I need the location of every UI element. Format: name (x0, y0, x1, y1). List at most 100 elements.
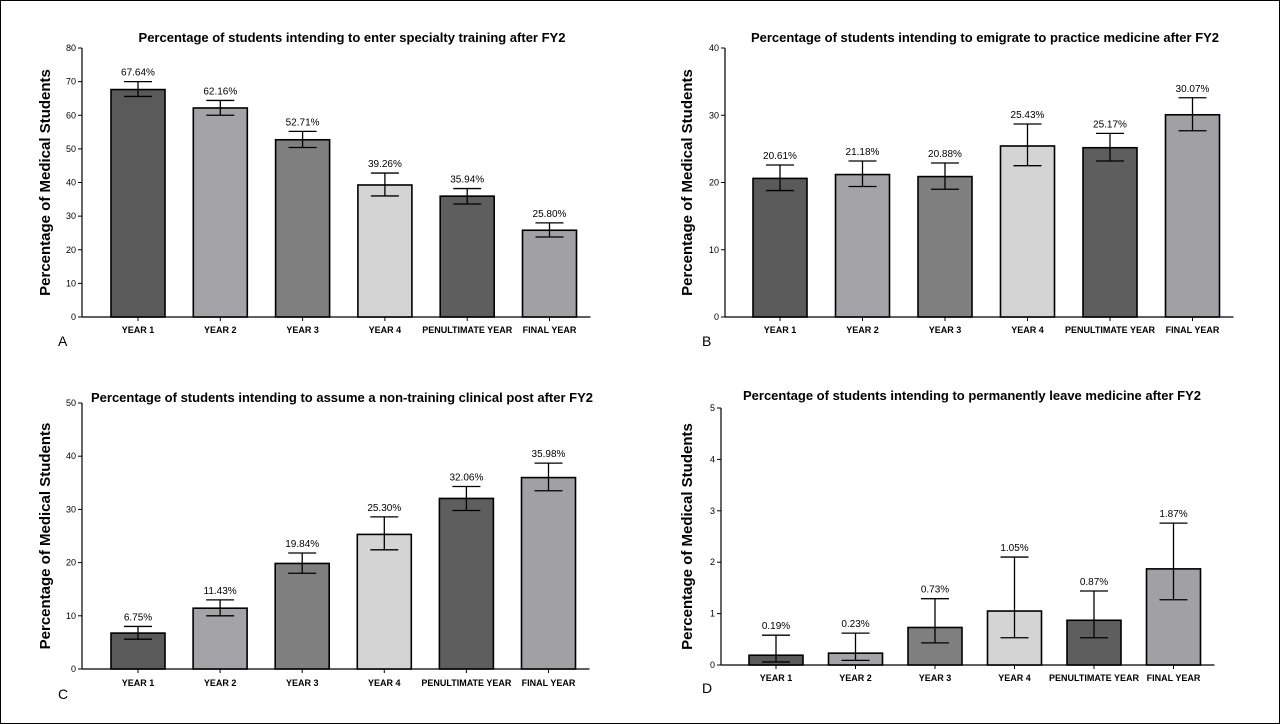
x-tick-label: YEAR 1 (760, 673, 793, 683)
data-label-6: 25.80% (533, 209, 567, 220)
y-tick-label: 10 (66, 611, 76, 621)
x-tick-label: YEAR 1 (122, 678, 155, 688)
data-label-2: 11.43% (204, 586, 237, 597)
data-label-6: 35.98% (532, 449, 566, 460)
chart-title: Percentage of students intending to assu… (91, 390, 593, 405)
x-tick-label: YEAR 4 (368, 678, 401, 688)
y-tick-label: 0 (710, 660, 715, 670)
data-label-5: 32.06% (449, 473, 483, 484)
y-tick-label: 30 (66, 504, 76, 514)
data-label-1: 20.61% (763, 151, 797, 162)
data-label-1: 0.19% (762, 621, 790, 632)
x-tick-label: YEAR 4 (369, 325, 402, 335)
chart-title: Percentage of students intending to emig… (751, 30, 1219, 45)
data-label-2: 21.18% (846, 147, 880, 158)
y-tick-label: 50 (66, 144, 76, 154)
chart-panel-c: Percentage of students intending to assu… (37, 390, 593, 702)
y-tick-label: 0 (71, 664, 76, 674)
y-axis-label: Percentage of Medical Students (37, 423, 54, 650)
x-tick-label: YEAR 2 (839, 673, 872, 683)
y-tick-label: 4 (710, 454, 715, 464)
chart-panel-d: Percentage of students intending to perm… (679, 388, 1215, 696)
y-tick-label: 0 (714, 312, 719, 322)
y-tick-label: 20 (66, 558, 76, 568)
data-label-5: 35.94% (450, 175, 484, 186)
x-tick-label: PENULTIMATE YEAR (1065, 325, 1156, 335)
y-tick-label: 0 (71, 312, 76, 322)
y-tick-label: 20 (66, 245, 76, 255)
bar-1 (752, 177, 808, 318)
x-tick-label: YEAR 1 (764, 325, 797, 335)
bar-1 (110, 88, 166, 318)
y-tick-label: 5 (710, 403, 715, 413)
x-tick-label: YEAR 3 (929, 325, 962, 335)
panel-label: A (58, 333, 68, 349)
data-label-4: 25.43% (1011, 110, 1045, 121)
data-label-2: 0.23% (841, 619, 869, 630)
x-tick-label: YEAR 2 (846, 325, 879, 335)
bar-3 (274, 138, 331, 318)
bar-5 (438, 497, 495, 670)
chart-title: Percentage of students intending to perm… (743, 388, 1201, 403)
data-label-3: 19.84% (285, 539, 319, 550)
y-tick-label: 10 (709, 245, 719, 255)
x-tick-label: FINAL YEAR (522, 678, 576, 688)
x-tick-label: PENULTIMATE YEAR (422, 325, 513, 335)
x-tick-label: YEAR 1 (122, 325, 155, 335)
y-tick-label: 40 (66, 451, 76, 461)
y-tick-label: 3 (710, 506, 715, 516)
y-axis-label: Percentage of Medical Students (679, 69, 696, 296)
x-tick-label: YEAR 3 (919, 673, 952, 683)
bar-4 (357, 184, 413, 318)
y-axis-label: Percentage of Medical Students (37, 69, 54, 296)
data-label-4: 39.26% (368, 159, 402, 170)
bar-2 (192, 607, 248, 670)
bar-2 (192, 107, 249, 318)
bar-4 (999, 145, 1056, 318)
chart-panel-b: Percentage of students intending to emig… (679, 30, 1234, 349)
data-label-5: 0.87% (1080, 577, 1108, 588)
x-tick-label: YEAR 3 (286, 325, 319, 335)
x-tick-label: YEAR 2 (204, 678, 237, 688)
bar-5 (439, 195, 496, 318)
bar-6 (1164, 113, 1221, 318)
bar-3 (917, 175, 973, 318)
chart-title: Percentage of students intending to ente… (139, 30, 566, 45)
panel-label: B (702, 333, 711, 349)
bar-5 (1082, 146, 1138, 318)
y-tick-label: 20 (709, 178, 719, 188)
x-tick-label: YEAR 2 (204, 325, 237, 335)
y-tick-label: 70 (66, 77, 76, 87)
y-tick-label: 30 (66, 211, 76, 221)
y-axis-label: Percentage of Medical Students (679, 423, 696, 650)
data-label-1: 6.75% (124, 612, 152, 623)
bar-6 (521, 229, 578, 318)
x-tick-label: YEAR 4 (998, 673, 1031, 683)
x-tick-label: YEAR 3 (286, 678, 319, 688)
data-label-5: 25.17% (1093, 119, 1127, 130)
data-label-2: 62.16% (203, 86, 237, 97)
y-tick-label: 40 (709, 43, 719, 53)
data-label-3: 20.88% (928, 149, 962, 160)
panel-label: D (702, 680, 712, 696)
data-label-4: 1.05% (1000, 543, 1028, 554)
x-tick-label: FINAL YEAR (1166, 325, 1220, 335)
x-tick-label: PENULTIMATE YEAR (421, 678, 512, 688)
x-tick-label: YEAR 4 (1011, 325, 1044, 335)
bar-3 (274, 562, 331, 670)
data-label-1: 67.64% (121, 68, 155, 79)
bar-4 (356, 533, 413, 670)
y-tick-label: 1 (710, 609, 715, 619)
y-tick-label: 30 (709, 110, 719, 120)
y-tick-label: 50 (66, 398, 76, 408)
data-label-3: 52.71% (286, 117, 320, 128)
x-tick-label: FINAL YEAR (1147, 673, 1201, 683)
x-tick-label: FINAL YEAR (523, 325, 577, 335)
y-tick-label: 40 (66, 178, 76, 188)
y-tick-label: 60 (66, 110, 76, 120)
chart-panel-a: Percentage of students intending to ente… (37, 30, 591, 349)
panel-label: C (58, 686, 68, 702)
y-tick-label: 10 (66, 278, 76, 288)
y-tick-label: 2 (710, 557, 715, 567)
